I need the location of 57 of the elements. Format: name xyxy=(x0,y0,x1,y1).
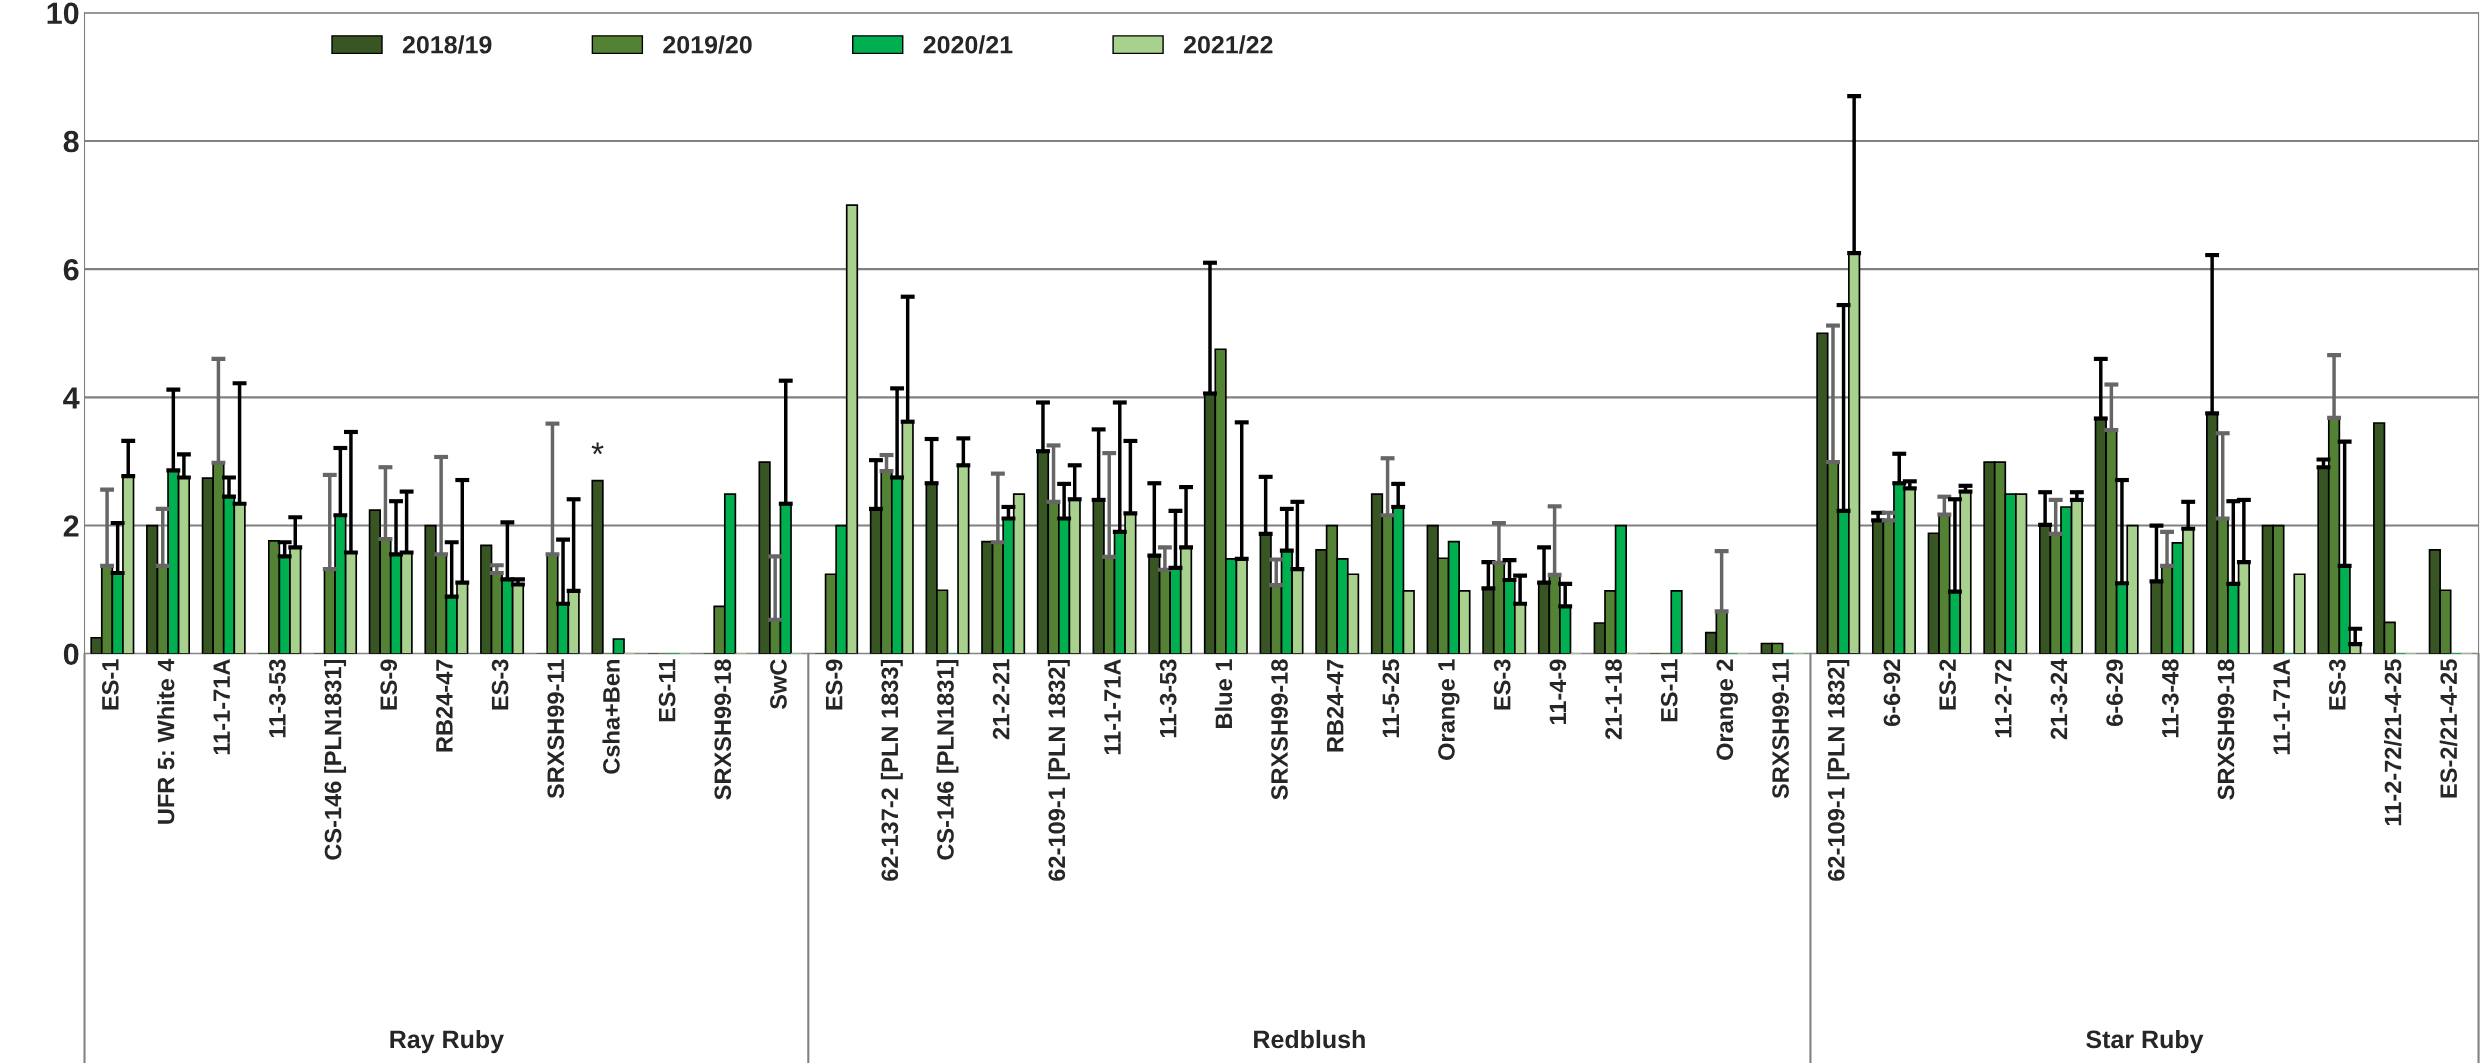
x-tick-label: 11-3-53 xyxy=(1159,659,1177,738)
x-tick-label: SRXSH99-18 xyxy=(714,659,732,800)
x-tick-label: UFR 5: White 4 xyxy=(157,658,175,824)
x-tick-label: 11-2-72/21-4-25 xyxy=(2384,659,2402,826)
x-tick-label: 11-2-72 xyxy=(1994,659,2012,738)
x-tick-label: Csha+Ben xyxy=(602,660,620,774)
x-tick-label: 11-1-71A xyxy=(213,659,230,755)
x-tick-label: 62-109-1 [PLN 1832] xyxy=(1047,659,1070,881)
x-tick-label: ES-3 xyxy=(491,659,509,710)
text: Ray Ruby xyxy=(390,1029,504,1054)
x-tick-label: 21-2-21 xyxy=(992,659,1010,740)
x-tick-label: SRXSH99-11 xyxy=(547,659,565,799)
text: Redblush xyxy=(1254,1029,1365,1049)
x-tick-label: 11-5-25 xyxy=(1382,659,1400,738)
x-tick-label: Orange 1 xyxy=(1438,659,1460,760)
legend-label: 2020/21 xyxy=(923,35,1013,54)
x-tick-label: 6-6-92 xyxy=(1883,659,1901,726)
text: Star Ruby xyxy=(2086,1029,2204,1054)
y-tick-label: 8 xyxy=(63,130,79,153)
x-tick-label: ES-11 xyxy=(658,659,676,722)
x-tick-label: 62-109-1 [PLN 1832] xyxy=(1827,659,1850,881)
x-tick-label: 62-137-2 [PLN 1833] xyxy=(880,659,903,881)
x-tick-label: 21-1-18 xyxy=(1605,659,1622,740)
x-tick-label: ES-2 xyxy=(1939,659,1956,710)
x-tick-label: ES-9 xyxy=(825,659,843,710)
y-tick-label: 0 xyxy=(63,643,79,666)
x-tick-label: 6-6-29 xyxy=(2106,659,2123,726)
y-tick-label: 2 xyxy=(63,515,79,537)
legend-label: 2018/19 xyxy=(402,35,492,54)
x-tick-label: SwC xyxy=(770,659,787,710)
legend-label: 2021/22 xyxy=(1183,35,1273,54)
x-tick-label: CS-146 [PLN1831] xyxy=(936,659,959,860)
x-tick-label: 11-1-71A xyxy=(1104,659,1121,755)
x-tick-label: ES-2/21-4-25 xyxy=(2439,659,2458,798)
x-tick-label: 11-3-53 xyxy=(269,659,286,738)
x-tick-label: ES-11 xyxy=(1660,659,1678,722)
x-tick-label: CS-146 [PLN1831] xyxy=(324,659,347,860)
x-tick-label: ES-3 xyxy=(2328,659,2346,710)
x-tick-label: ES-9 xyxy=(380,659,398,710)
x-tick-label: Blue 1 xyxy=(1214,659,1233,728)
x-tick-label: Orange 2 xyxy=(1716,659,1738,760)
x-tick-label: 11-1-71A xyxy=(2273,659,2290,755)
x-tick-label: ES-1 xyxy=(101,659,119,710)
x-tick-label: 21-3-24 xyxy=(2050,658,2068,740)
x-tick-label: 11-3-48 xyxy=(2161,659,2179,738)
x-tick-label: SRXSH99-11 xyxy=(1772,659,1789,799)
y-tick-label: 4 xyxy=(63,387,80,409)
y-tick-label: 10 xyxy=(47,2,79,25)
x-tick-label: ES-3 xyxy=(1493,659,1511,710)
data-label: * xyxy=(591,442,604,455)
x-tick-label: RB24-47 xyxy=(1326,659,1344,752)
x-tick-label: SRXSH99-18 xyxy=(1271,659,1288,800)
x-tick-label: SRXSH99-18 xyxy=(2217,659,2235,800)
x-tick-label: 11-4-9 xyxy=(1549,659,1567,725)
x-tick-label: RB24-47 xyxy=(436,659,453,752)
legend-label: 2019/20 xyxy=(663,35,752,54)
y-tick-label: 6 xyxy=(63,258,79,281)
